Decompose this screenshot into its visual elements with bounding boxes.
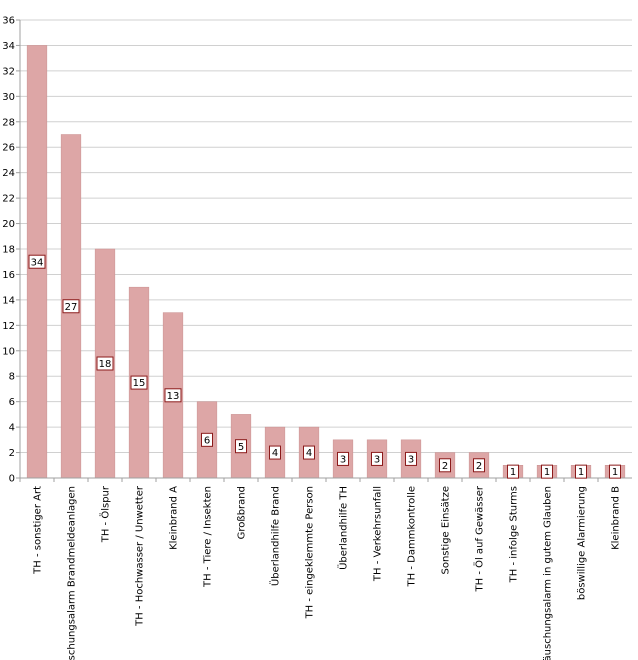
data-label: 27 — [65, 302, 78, 313]
x-category-label: Überlandhilfe Brand — [269, 486, 282, 586]
data-label-box — [541, 464, 553, 479]
x-category-label: TH - eingeklemmte Person — [305, 486, 316, 619]
data-label: 3 — [340, 455, 346, 466]
y-tick-label: 34 — [2, 41, 15, 52]
data-labels: 34 27 18 15 13 6 5 4 4 3 3 3 2 2 1 1 1 1 — [28, 254, 621, 479]
data-label: 34 — [31, 257, 44, 268]
y-tick-label: 14 — [2, 295, 15, 306]
data-label: 3 — [408, 455, 414, 466]
x-category-label: Täuschungsalarm in gutem Glauben — [543, 486, 554, 660]
data-label: 6 — [204, 435, 210, 446]
x-category-label: Sonstige Einsätze — [441, 486, 452, 575]
y-tick-label: 18 — [2, 245, 15, 256]
y-tick-label: 12 — [2, 321, 15, 332]
x-category-label: Großbrand — [237, 486, 248, 539]
y-tick-label: 36 — [2, 16, 15, 27]
data-label-box — [405, 451, 417, 466]
data-label: 2 — [476, 461, 482, 472]
y-tick-label: 32 — [2, 66, 15, 77]
y-tick-label: 30 — [2, 92, 15, 103]
x-category-label: Täuschungsalarm Brandmeldeanlagen — [67, 486, 78, 660]
data-label: 18 — [99, 359, 112, 370]
data-label: 4 — [306, 448, 312, 459]
data-label: 4 — [272, 448, 278, 459]
y-tick-label: 26 — [2, 143, 15, 154]
data-label: 2 — [442, 461, 448, 472]
data-label-box — [609, 464, 621, 479]
x-category-label: TH - Verkehrsunfall — [373, 486, 384, 582]
x-category-label: böswillige Alarmierung — [577, 486, 588, 600]
y-tick-label: 16 — [2, 270, 15, 281]
data-label: 1 — [510, 467, 516, 478]
data-label-box — [62, 299, 80, 314]
data-label-box — [507, 464, 519, 479]
x-category-label: TH - sonstiger Art — [33, 486, 44, 575]
x-category-label: TH - Tiere / Insekten — [203, 486, 214, 588]
x-category-label: TH - Ölspur — [99, 485, 112, 543]
y-tick-label: 6 — [9, 397, 15, 408]
data-label-box — [473, 458, 485, 473]
data-label-box — [164, 388, 182, 403]
data-label: 1 — [544, 467, 550, 478]
data-label: 1 — [578, 467, 584, 478]
data-label-box — [303, 445, 315, 460]
x-category-label: TH - infolge Sturms — [509, 486, 520, 583]
data-label-box — [201, 432, 213, 447]
data-label-box — [371, 451, 383, 466]
y-tick-label: 20 — [2, 219, 15, 230]
data-label-box — [235, 439, 247, 454]
y-tick-label: 10 — [2, 346, 15, 357]
y-tick-label: 2 — [9, 448, 15, 459]
data-label-box — [269, 445, 281, 460]
x-category-label: TH - Hochwasser / Unwetter — [135, 485, 146, 627]
x-category-label: TH - Dammkontrolle — [407, 486, 418, 587]
bars — [26, 45, 626, 479]
x-category-label: Überlandhilfe TH — [337, 486, 350, 570]
y-tick-label: 8 — [9, 372, 15, 383]
x-category-label: TH - Öl auf Gewässer — [473, 485, 486, 592]
data-label: 1 — [612, 467, 618, 478]
y-tick-label: 4 — [9, 423, 15, 434]
data-label: 13 — [167, 391, 180, 402]
data-label-box — [130, 375, 148, 390]
y-tick-label: 24 — [2, 168, 15, 179]
data-label-box — [96, 356, 114, 371]
data-label: 3 — [374, 455, 380, 466]
y-tick-label: 28 — [2, 117, 15, 128]
y-tick-label: 0 — [9, 474, 15, 485]
data-label-box — [28, 254, 46, 269]
data-label-box — [439, 458, 451, 473]
x-axis: TH - sonstiger Art Täuschungsalarm Brandm… — [19, 477, 632, 660]
x-category-label: Kleinbrand A — [169, 486, 180, 550]
x-category-label: Kleinbrand B — [611, 486, 622, 550]
data-label: 15 — [133, 378, 146, 389]
grid-lines — [20, 19, 632, 479]
y-tick-label: 22 — [2, 194, 15, 205]
data-label-box — [337, 451, 349, 466]
data-label: 5 — [238, 442, 244, 453]
data-label-box — [575, 464, 587, 479]
